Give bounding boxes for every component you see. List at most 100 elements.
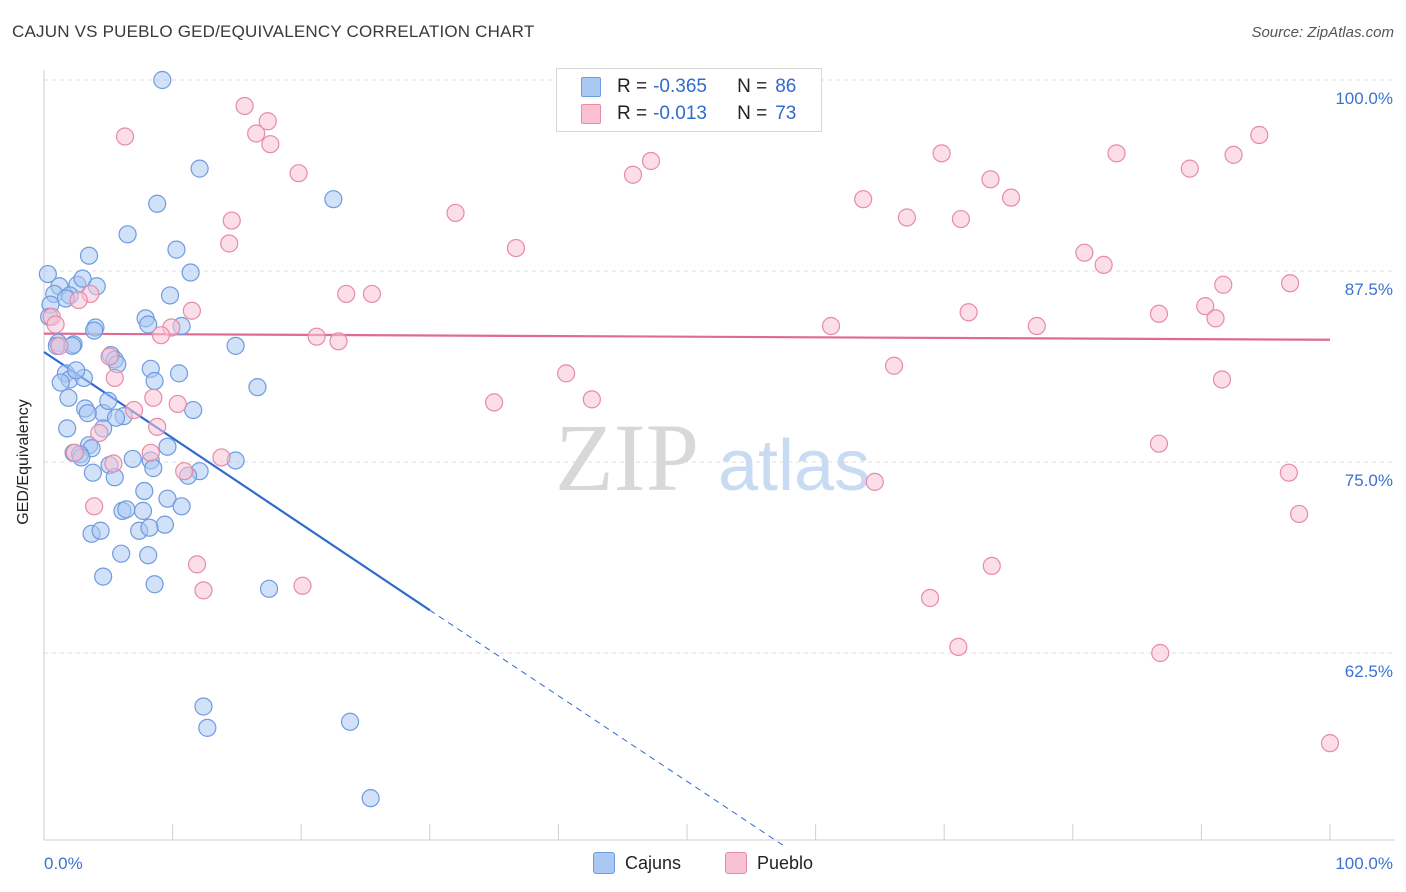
pueblo-point: [247, 124, 266, 143]
cajuns-point: [167, 240, 186, 259]
pueblo-point: [897, 208, 917, 227]
chart-title: CAJUN VS PUEBLO GED/EQUIVALENCY CORRELAT…: [12, 22, 535, 41]
pueblo-point: [854, 190, 873, 209]
pueblo-point: [1107, 144, 1126, 163]
pueblo-point: [329, 332, 348, 351]
cajuns-point: [91, 521, 110, 540]
cajuns-point: [139, 546, 158, 565]
pueblo-point: [1027, 316, 1046, 336]
cajuns-point: [58, 419, 77, 438]
pueblo-point: [557, 364, 576, 383]
pueblo-point: [105, 368, 124, 388]
legend-item-cajuns[interactable]: Cajuns: [592, 852, 681, 874]
stats-legend: R = -0.365 N = 86 R = -0.013 N = 73: [556, 68, 822, 132]
legend-r-label: R =: [617, 76, 648, 97]
cajuns-point: [117, 500, 136, 519]
cajuns-legend-icon: [592, 852, 615, 874]
x-tick-label-min: 0.0%: [44, 854, 83, 873]
pueblo-point: [1224, 145, 1243, 164]
watermark-atlas: atlas: [718, 426, 870, 506]
pueblo-point: [582, 390, 601, 409]
pueblo-point: [1149, 434, 1169, 453]
pueblo-point: [884, 356, 904, 375]
pueblo-point: [951, 209, 971, 229]
cajuns-point: [158, 437, 177, 456]
cajuns-point: [194, 697, 213, 716]
pueblo-point: [1212, 370, 1232, 389]
y-tick-label: 100.0%: [1335, 89, 1393, 108]
pueblo-point: [485, 393, 504, 412]
pueblo-point: [293, 576, 312, 595]
pueblo-legend-icon: [724, 852, 747, 874]
pueblo-point: [194, 581, 213, 600]
cajuns-point: [198, 718, 217, 737]
pueblo-point: [1075, 243, 1094, 262]
cajuns-point: [148, 194, 167, 213]
data-points: [38, 70, 1340, 808]
pueblo-point: [90, 423, 109, 443]
cajuns-point: [79, 246, 99, 265]
pueblo-point: [959, 303, 978, 322]
cajuns-point: [38, 264, 57, 284]
cajuns-point: [67, 361, 86, 380]
cajuns-point: [94, 567, 113, 586]
pueblo-point: [1250, 125, 1269, 145]
cajuns-point: [153, 70, 172, 90]
cajuns-point: [145, 371, 164, 391]
cajuns-point: [145, 575, 164, 594]
y-tick-label: 87.5%: [1345, 280, 1393, 299]
cajuns-point: [340, 712, 360, 731]
legend-r-label: R =: [617, 103, 648, 124]
pueblo-point: [235, 96, 254, 116]
pueblo-point: [175, 462, 194, 481]
pueblo-point: [50, 336, 69, 355]
cajuns-point: [155, 515, 174, 534]
pueblo-point: [1279, 463, 1298, 482]
pueblo-point: [1281, 274, 1300, 293]
pueblo-point: [220, 234, 239, 253]
cajuns-point: [133, 501, 153, 520]
legend-r-value: -0.013: [653, 103, 707, 124]
watermark-zip: ZIP: [555, 404, 699, 511]
cajuns-trend-extension: [429, 609, 784, 846]
pueblo-point: [182, 301, 201, 320]
y-tick-label: 75.0%: [1345, 471, 1393, 490]
cajuns-point: [226, 336, 245, 355]
cajuns-point: [83, 463, 102, 482]
x-tick-label-max: 100.0%: [1335, 854, 1393, 873]
legend-row-cajuns: R = -0.365 N = 86: [581, 75, 796, 99]
pueblo-point: [85, 497, 104, 516]
pueblo-point: [362, 284, 382, 304]
legend-label-pueblo: Pueblo: [756, 852, 814, 873]
pueblo-point: [151, 326, 171, 345]
pueblo-point: [982, 556, 1001, 576]
cajuns-point: [99, 391, 118, 410]
pueblo-point: [115, 127, 135, 146]
y-axis-label: GED/Equivalency: [15, 399, 32, 525]
cajuns-point: [160, 286, 180, 305]
cajuns-swatch-icon: [581, 77, 601, 97]
legend-n-label: N =: [737, 103, 768, 124]
legend-row-pueblo: R = -0.013 N = 73: [581, 102, 796, 126]
pueblo-point: [261, 135, 280, 154]
pueblo-point: [920, 588, 940, 608]
pueblo-point: [981, 170, 1000, 189]
pueblo-trend-line: [43, 332, 1331, 341]
pueblo-point: [1149, 304, 1169, 323]
source-label: Source: ZipAtlas.com: [1251, 24, 1394, 41]
pueblo-point: [446, 203, 465, 223]
pueblo-point: [46, 315, 65, 334]
cajuns-point: [158, 489, 177, 508]
pueblo-point: [1214, 275, 1233, 294]
pueblo-point: [222, 211, 241, 230]
pueblo-point: [104, 454, 123, 473]
cajuns-point: [140, 518, 159, 537]
pueblo-point: [307, 327, 326, 346]
pueblo-point: [141, 443, 160, 462]
cajuns-point: [139, 315, 158, 334]
cajuns-point: [144, 459, 163, 478]
pueblo-point: [1094, 255, 1113, 274]
legend-item-pueblo[interactable]: Pueblo: [724, 852, 814, 874]
watermark: ZIP atlas: [555, 404, 870, 511]
pueblo-point: [865, 472, 884, 491]
